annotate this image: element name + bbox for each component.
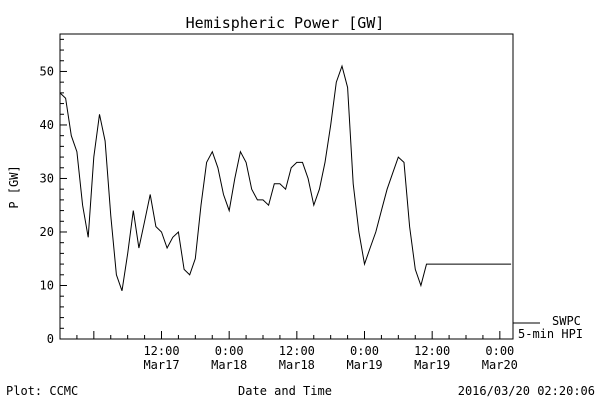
footer-timestamp: 2016/03/20 02:20:06 — [458, 384, 595, 398]
x-tick-label-time: 12:00 — [279, 344, 315, 358]
x-tick-label-date: Mar19 — [346, 358, 382, 372]
x-tick-label-time: 0:00 — [350, 344, 379, 358]
legend-source: SWPC — [552, 314, 581, 328]
x-tick-label-date: Mar18 — [279, 358, 315, 372]
x-tick-label-date: Mar19 — [414, 358, 450, 372]
x-tick-label-date: Mar17 — [143, 358, 179, 372]
x-tick-label-date: Mar18 — [211, 358, 247, 372]
y-tick-label: 20 — [40, 225, 54, 239]
y-tick-label: 40 — [40, 118, 54, 132]
x-tick-label-time: 12:00 — [414, 344, 450, 358]
y-tick-label: 10 — [40, 278, 54, 292]
x-tick-label-time: 0:00 — [215, 344, 244, 358]
y-tick-label: 0 — [47, 332, 54, 346]
y-axis-label: P [GW] — [7, 165, 21, 208]
y-tick-label: 50 — [40, 64, 54, 78]
y-axis: 0 10 20 30 40 50 — [40, 38, 67, 346]
chart-title: Hemispheric Power [GW] — [186, 14, 385, 32]
x-axis-label: Date and Time — [238, 384, 332, 398]
plot-frame — [59, 33, 514, 340]
plot-credit: Plot: CCMC — [6, 384, 78, 398]
x-tick-label-time: 12:00 — [143, 344, 179, 358]
legend-series: 5-min HPI — [518, 327, 583, 341]
x-tick-label-time: 0:00 — [485, 344, 514, 358]
y-tick-label: 30 — [40, 171, 54, 185]
x-tick-label-date: Mar20 — [482, 358, 518, 372]
x-axis: 12:00Mar170:00Mar1812:00Mar180:00Mar1912… — [59, 331, 518, 372]
series-line-5min-hpi — [59, 64, 512, 291]
